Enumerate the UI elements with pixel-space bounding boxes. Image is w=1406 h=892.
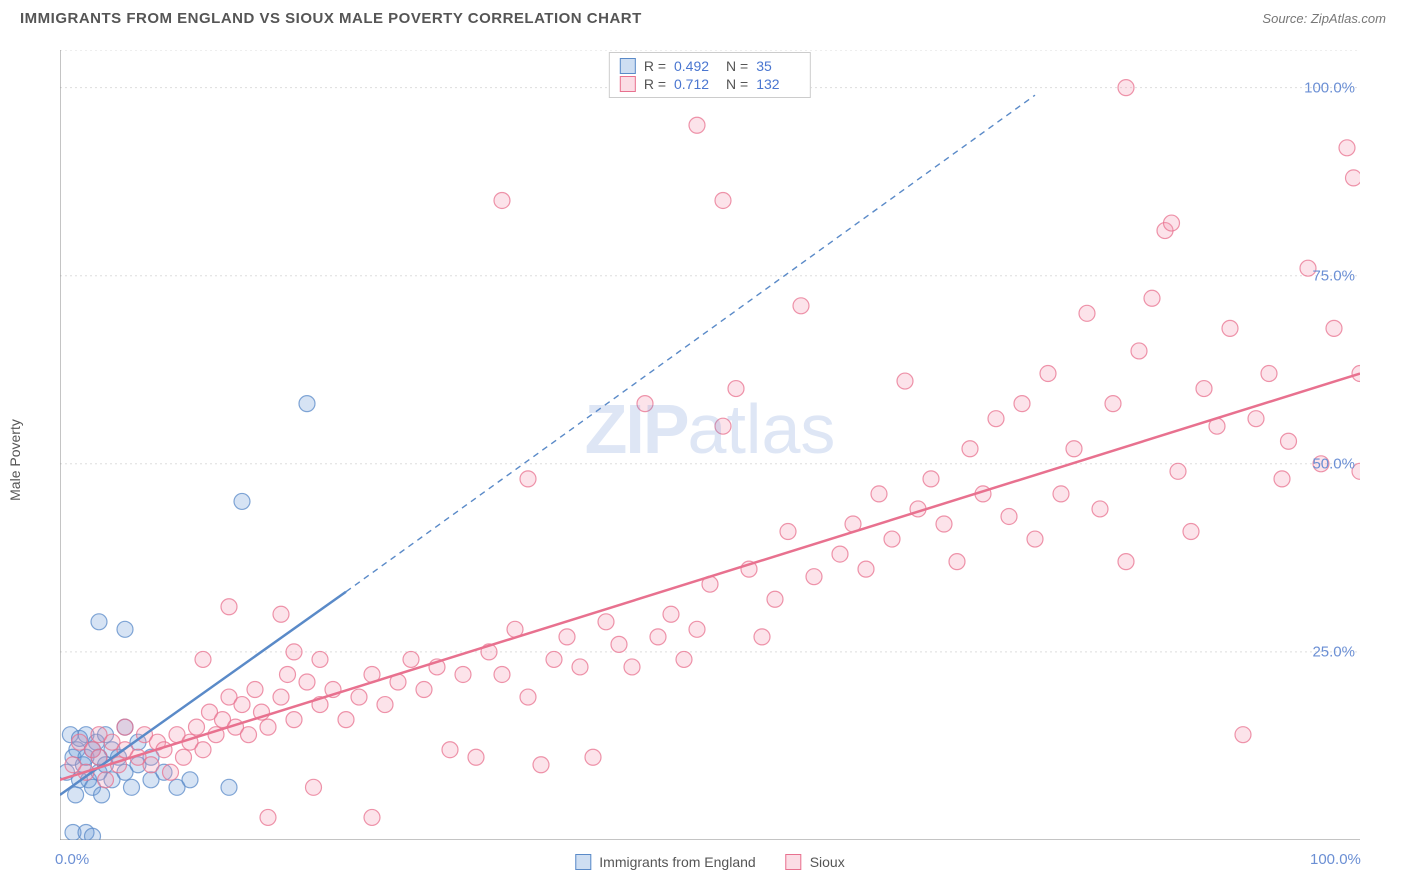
n-value: 132 (756, 76, 800, 92)
scatter-plot: ZIPatlas R =0.492N =35R =0.712N =132 25.… (60, 50, 1360, 840)
n-label: N = (726, 76, 748, 92)
chart-svg (60, 50, 1360, 840)
x-tick-label: 0.0% (55, 851, 89, 868)
n-value: 35 (756, 58, 800, 74)
y-axis-label: Male Poverty (7, 419, 23, 501)
source-attribution: Source: ZipAtlas.com (1262, 11, 1386, 26)
legend-item: Sioux (786, 854, 845, 870)
y-tick-label: 100.0% (1304, 79, 1355, 96)
swatch-icon (620, 58, 636, 74)
stats-row: R = 0.492 N = 35 (620, 57, 800, 75)
r-value: 0.712 (674, 76, 718, 92)
chart-container: Male Poverty ZIPatlas R =0.492N =35R =0.… (20, 40, 1386, 880)
y-tick-label: 25.0% (1312, 643, 1355, 660)
legend-label: Sioux (810, 854, 845, 870)
y-tick-label: 50.0% (1312, 455, 1355, 472)
r-label: R = (644, 76, 666, 92)
y-tick-label: 75.0% (1312, 267, 1355, 284)
legend-label: Immigrants from England (599, 854, 755, 870)
x-tick-label: 100.0% (1310, 851, 1361, 868)
swatch-icon (786, 854, 802, 870)
n-label: N = (726, 58, 748, 74)
r-label: R = (644, 58, 666, 74)
stats-row: R = 0.712 N = 132 (620, 75, 800, 93)
correlation-stats-box: R = 0.492 N = 35 R = 0.712 N = 132 (609, 52, 811, 98)
legend-item: Immigrants from England (575, 854, 755, 870)
r-value: 0.492 (674, 58, 718, 74)
swatch-icon (575, 854, 591, 870)
legend: Immigrants from England Sioux (575, 854, 844, 870)
swatch-icon (620, 76, 636, 92)
chart-title: IMMIGRANTS FROM ENGLAND VS SIOUX MALE PO… (20, 10, 642, 27)
